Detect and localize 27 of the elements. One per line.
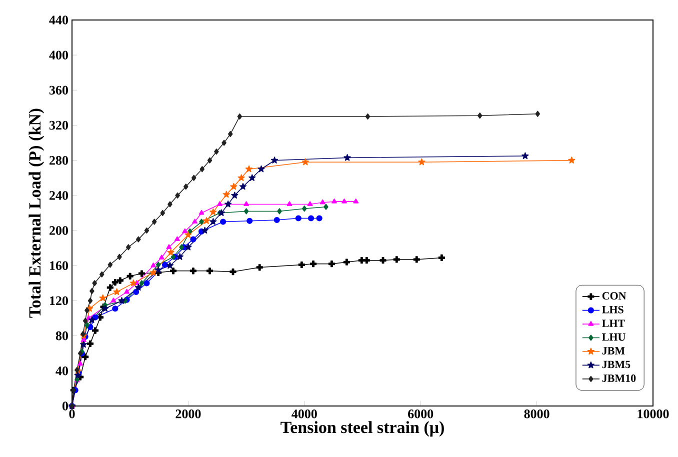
x-tick-label: 8000 — [524, 410, 550, 418]
y-axis-title: Total External Load (P) (kN) — [28, 108, 44, 318]
y-tick-label: 280 — [50, 156, 68, 165]
legend-label: CON — [602, 292, 626, 300]
x-tick-label: 6000 — [408, 410, 434, 418]
y-tick-label: 240 — [50, 191, 68, 200]
y-tick-label: 160 — [50, 261, 68, 270]
y-tick-label: 440 — [49, 16, 68, 24]
legend-label: JBM5 — [602, 360, 630, 368]
y-tick-label: 120 — [50, 296, 68, 306]
y-tick-label: 200 — [50, 226, 68, 235]
x-tick-label: 10000 — [638, 410, 669, 418]
legend-label: LHS — [602, 306, 624, 314]
y-tick-label: 0 — [62, 402, 68, 410]
legend-label: LHU — [602, 333, 626, 341]
y-tick-label: 40 — [56, 366, 68, 376]
y-tick-label: 360 — [49, 86, 68, 95]
x-axis-title: Tension steel strain (μ) — [280, 421, 444, 437]
legend-label: JBM — [602, 347, 625, 354]
x-tick-label: 2000 — [176, 410, 201, 418]
y-tick-label: 320 — [49, 120, 68, 130]
legend-label: JBM10 — [602, 374, 636, 382]
x-tick-label: 4000 — [292, 410, 317, 418]
y-tick-label: 400 — [49, 50, 68, 60]
legend-label: LHT — [602, 320, 625, 327]
x-tick-label: 0 — [69, 410, 75, 418]
y-tick-label: 80 — [56, 331, 68, 340]
